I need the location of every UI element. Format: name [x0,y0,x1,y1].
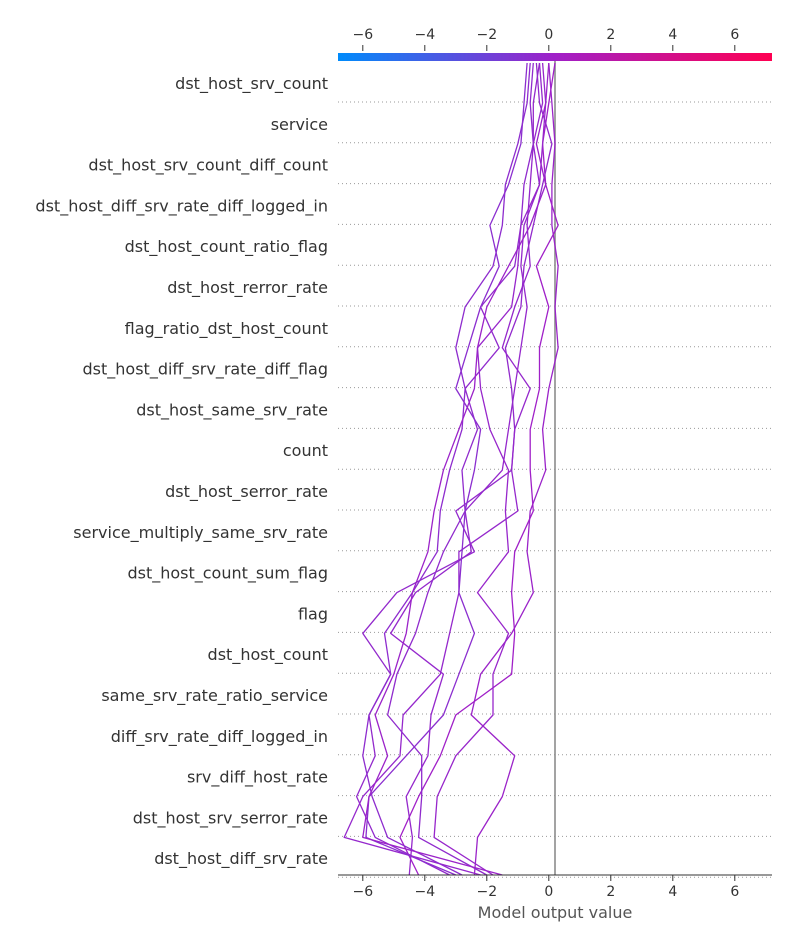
feature-label: dst_host_rerror_rate [167,278,328,298]
feature-label: service [271,115,328,134]
feature-label: service_multiply_same_srv_rate [73,523,328,543]
x-axis-title: Model output value [478,903,633,922]
series-lines [343,62,559,876]
bottom-tick-label: 2 [606,884,615,900]
series-line [362,62,531,876]
feature-label: same_srv_rate_ratio_service [101,686,328,706]
bottom-tick-label: −6 [352,884,373,900]
bottom-axis: −6 −4 −2 0 2 4 6 [338,874,772,900]
feature-label: dst_host_srv_count_diff_count [88,156,328,176]
series-line [365,62,528,876]
top-tick-label: −4 [414,27,435,43]
series-line [399,62,559,876]
feature-label: dst_host_diff_srv_rate_diff_flag [83,360,328,380]
feature-label: dst_host_srv_serror_rate [133,808,328,828]
top-tick-label: 0 [544,27,553,43]
bottom-tick-label: −2 [476,884,497,900]
feature-label: dst_host_serror_rate [165,482,328,502]
series-line [362,62,550,876]
top-tick-label: 2 [606,27,615,43]
top-tick-label: 6 [730,27,739,43]
bottom-tick-label: 0 [544,884,553,900]
series-line [470,62,559,876]
feature-label: dst_host_diff_srv_rate [154,849,328,869]
feature-label: dst_host_same_srv_rate [136,400,328,420]
feature-label: dst_host_srv_count [175,74,328,94]
feature-label: srv_diff_host_rate [187,768,328,788]
series-line [390,62,541,876]
feature-label: dst_host_count_sum_flag [127,564,328,584]
feature-label: flag_ratio_dst_host_count [125,319,328,339]
top-tick-label: 4 [668,27,677,43]
bottom-tick-label: 6 [730,884,739,900]
feature-label: count [283,441,328,460]
bottom-tick-label: −4 [414,884,435,900]
feature-label: diff_srv_rate_diff_logged_in [111,727,328,747]
bottom-tick-label: 4 [668,884,677,900]
top-tick-label: −2 [476,27,497,43]
series-line [433,62,547,876]
feature-label: dst_host_diff_srv_rate_diff_logged_in [35,196,328,216]
feature-label: dst_host_count [208,645,328,665]
top-axis: −6 −4 −2 0 2 4 6 [352,27,739,51]
colorbar [338,53,772,61]
series-line [343,62,544,876]
series-line [386,62,534,876]
top-tick-label: −6 [352,27,373,43]
feature-label: flag [298,604,328,623]
feature-label: dst_host_count_ratio_flag [125,237,328,257]
